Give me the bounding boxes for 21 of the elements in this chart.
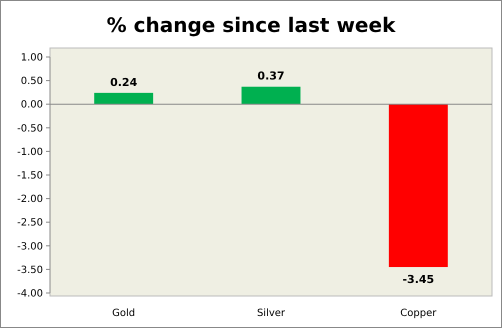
data-label: 0.24 xyxy=(110,76,138,89)
x-tick-label: Copper xyxy=(400,308,438,319)
data-label: 0.37 xyxy=(257,70,285,83)
x-tick-label: Silver xyxy=(256,308,286,319)
y-tick-label: -4.00 xyxy=(17,288,43,300)
chart-title: % change since last week xyxy=(106,13,396,37)
y-tick-label: -2.50 xyxy=(17,218,43,229)
y-tick-label: 0.00 xyxy=(20,100,43,111)
bar xyxy=(94,92,154,104)
y-tick-label: -1.00 xyxy=(17,146,43,158)
y-tick-label: 1.00 xyxy=(20,52,43,64)
data-label: -3.45 xyxy=(402,273,434,286)
y-tick-label: -1.50 xyxy=(17,170,43,182)
y-tick-label: 0.50 xyxy=(20,76,43,88)
y-tick-label: -2.00 xyxy=(17,194,43,206)
y-tick-label: -3.50 xyxy=(17,264,43,276)
bar xyxy=(388,104,448,268)
y-tick-label: -3.00 xyxy=(17,241,43,252)
x-tick-label: Gold xyxy=(112,308,136,319)
bar xyxy=(242,86,300,104)
y-tick-label: -0.50 xyxy=(17,123,43,134)
